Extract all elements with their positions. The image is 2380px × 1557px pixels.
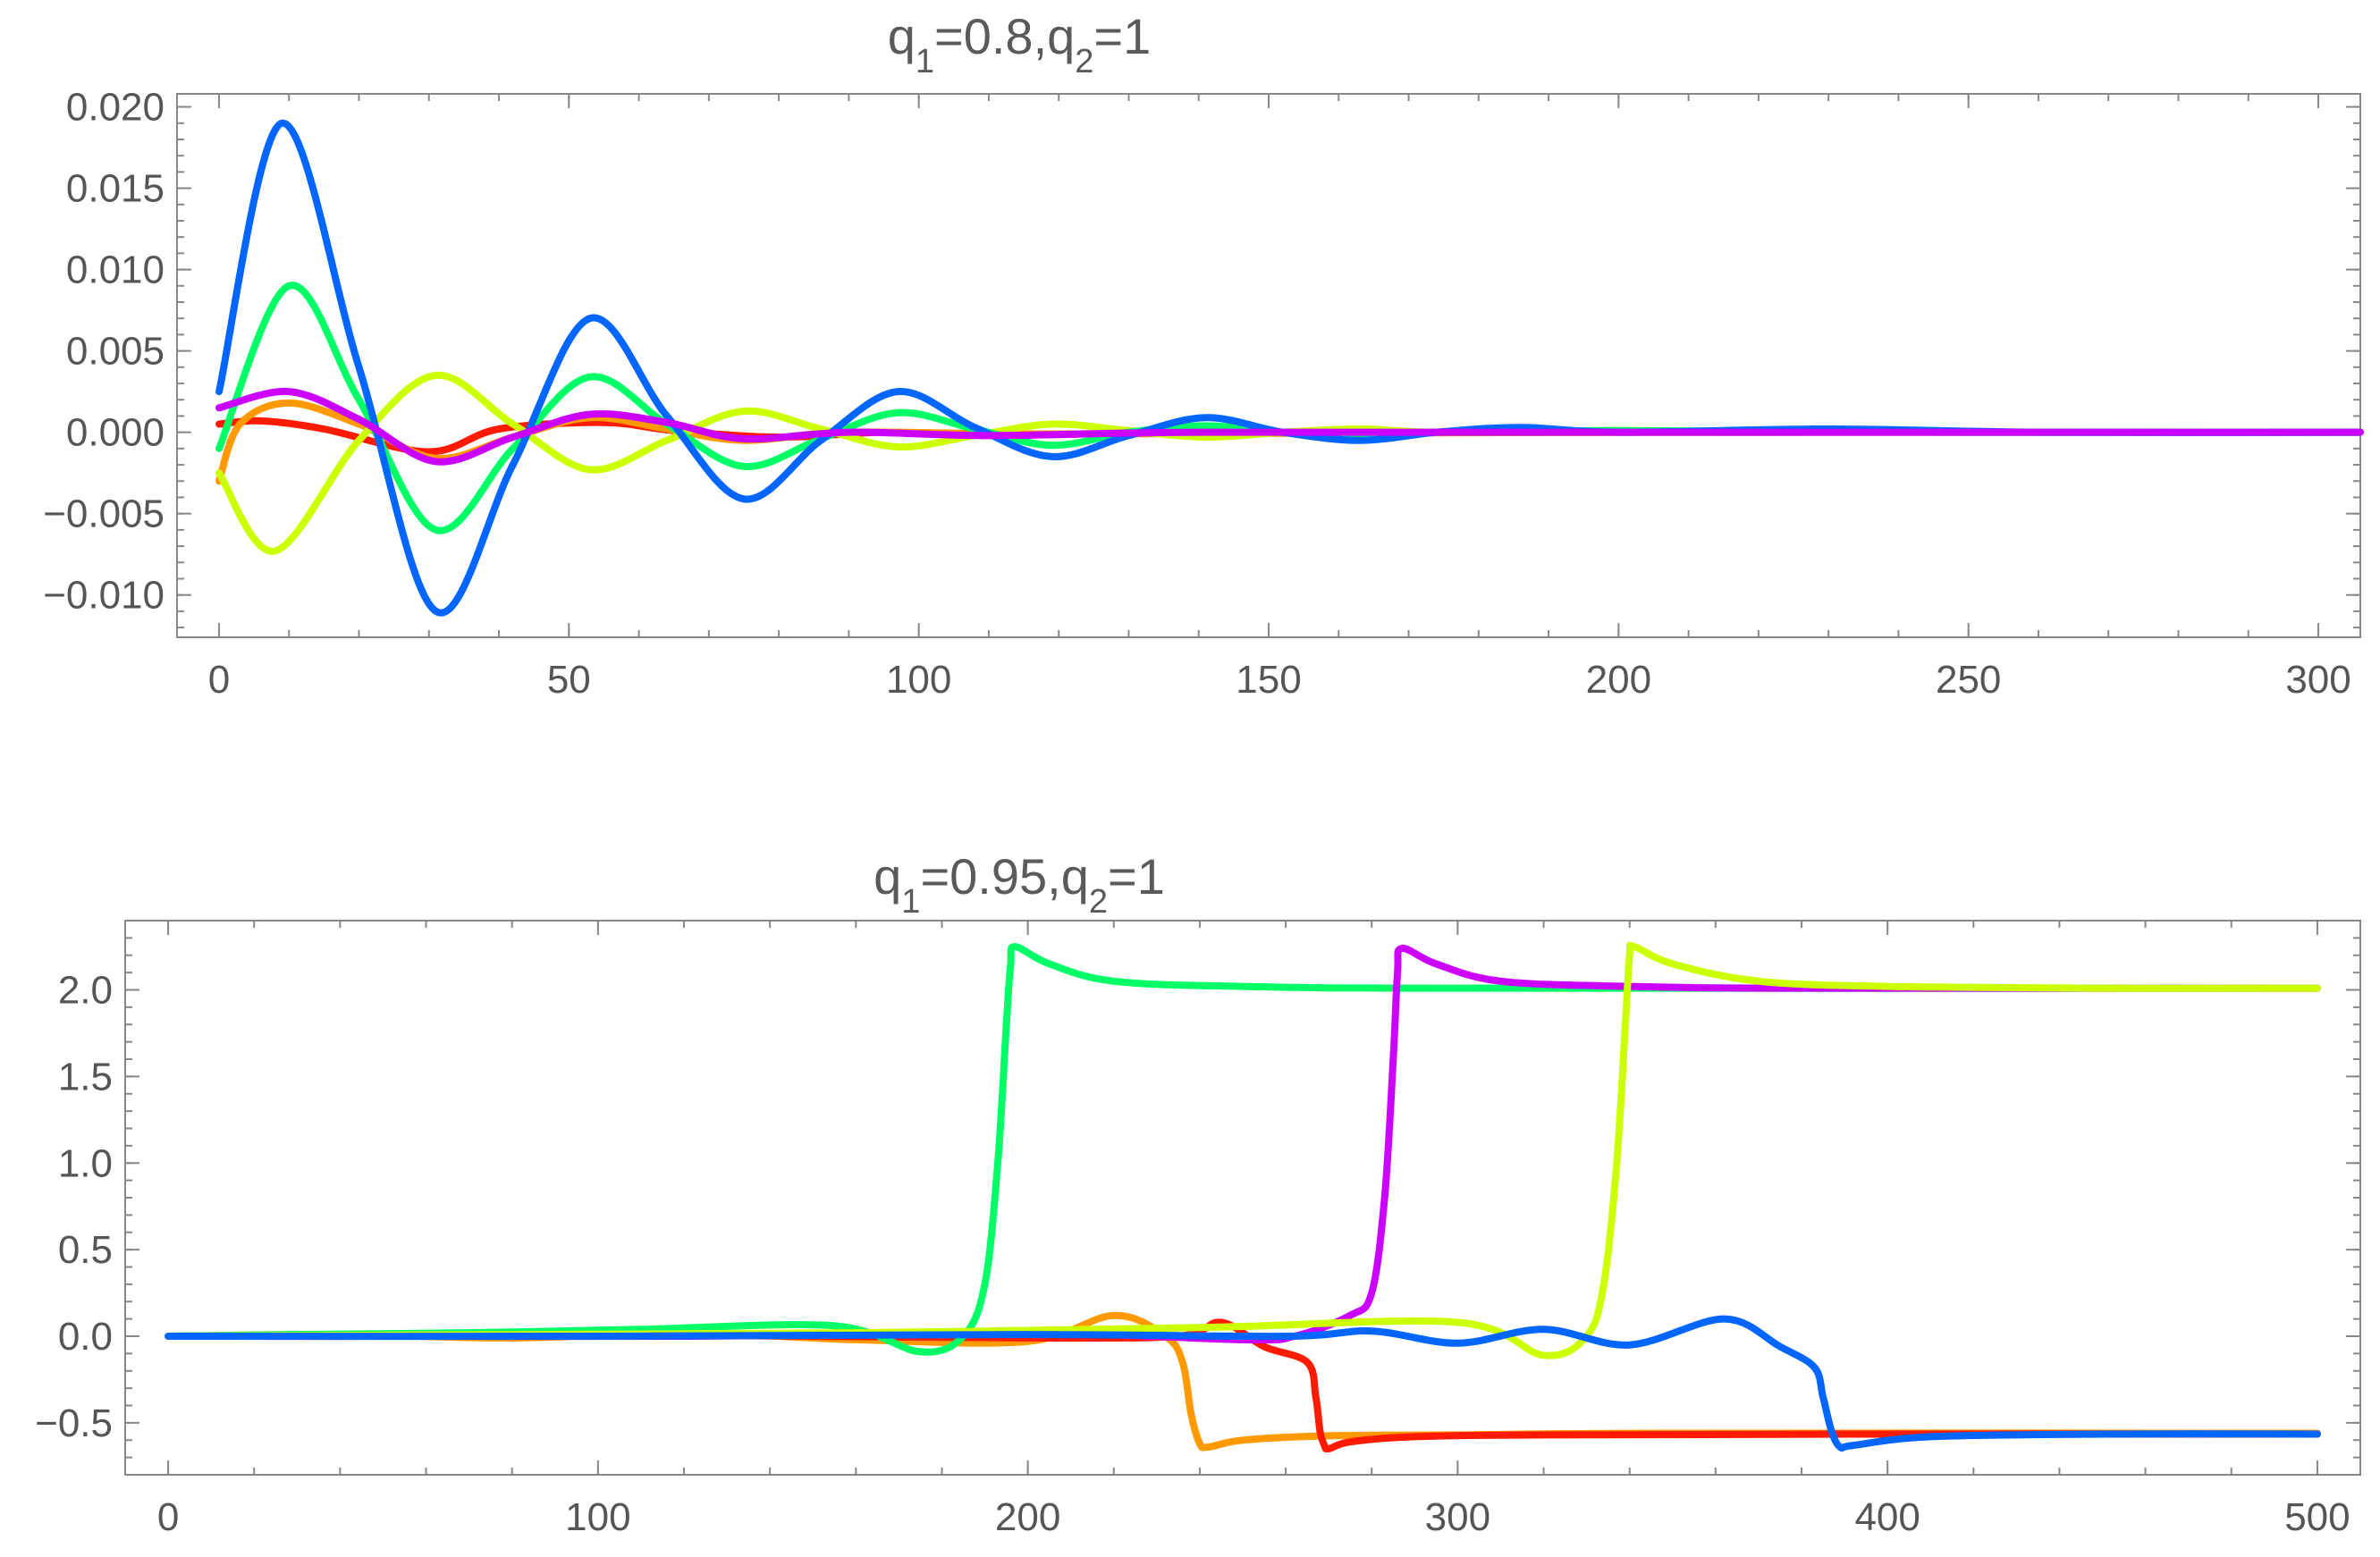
chart-title-bottom: q1=0.95,q2=1 — [874, 848, 1165, 921]
chart-title-top: q1=0.8,q2=1 — [888, 8, 1152, 80]
series-line-blue — [165, 1315, 2321, 1452]
x-tick-label: 250 — [1936, 658, 2001, 702]
y-tick-label: 0.005 — [66, 330, 165, 374]
x-tick-label: 400 — [1854, 1495, 1920, 1539]
chart-panel-bottom: q1=0.95,q2=1 0 100 200 300 400 500 −0.5 0.0 0.5… — [35, 848, 2361, 1539]
y-tick-label: 0.5 — [58, 1228, 113, 1272]
x-tick-label: 200 — [1586, 658, 1651, 702]
y-tick-label: 0.0 — [58, 1315, 113, 1359]
y-tick-label: 0.000 — [66, 411, 165, 455]
x-tick-label: 100 — [565, 1495, 630, 1539]
y-tick-label: −0.010 — [43, 574, 165, 618]
y-tick-label: 0.010 — [66, 248, 165, 292]
x-tick-label: 500 — [2284, 1495, 2350, 1539]
y-tick-label: 2.0 — [58, 969, 113, 1013]
y-tick-label: 0.020 — [66, 86, 165, 130]
x-tick-label: 150 — [1236, 658, 1301, 702]
y-tick-label: 0.015 — [66, 167, 165, 211]
chart-panel-top: q1=0.8,q2=1 0 50 100 150 200 250 300 −0.010 −0.… — [43, 8, 2364, 702]
x-tick-label: 0 — [208, 658, 230, 702]
x-tick-label: 0 — [157, 1495, 179, 1539]
y-tick-label: 1.0 — [58, 1141, 113, 1185]
x-tick-label: 200 — [995, 1495, 1060, 1539]
x-tick-label: 300 — [1425, 1495, 1490, 1539]
x-tick-label: 300 — [2285, 658, 2350, 702]
x-tick-label: 50 — [547, 658, 591, 702]
y-tick-label: −0.5 — [35, 1401, 113, 1445]
x-tick-label: 100 — [886, 658, 951, 702]
y-tick-label: −0.005 — [43, 492, 165, 536]
y-tick-label: 1.5 — [58, 1055, 113, 1098]
series-line-purple — [215, 388, 2364, 466]
